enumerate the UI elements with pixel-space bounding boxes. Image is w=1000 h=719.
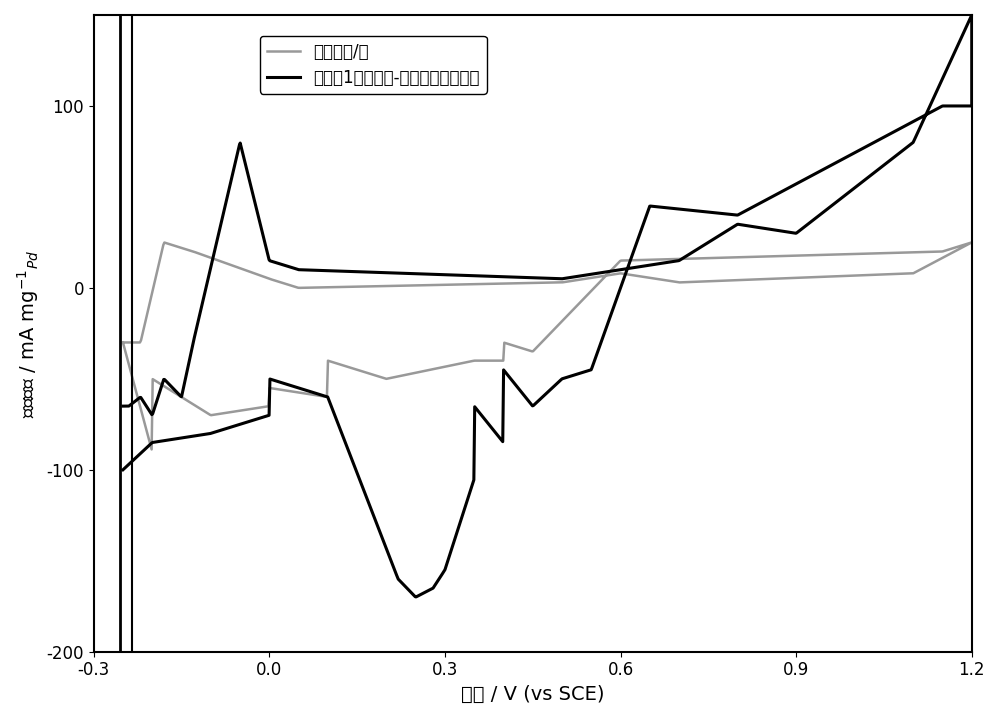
实施例1制备的钔-钔鈎锂纳米催化剂 xyxy=(898,145,910,154)
Line: 实施例1制备的钔-钔鈎锂纳米催化剂: 实施例1制备的钔-钔鈎锂纳米催化剂 xyxy=(123,15,972,597)
商业化钔/碳 xyxy=(644,255,656,264)
实施例1制备的钔-钔鈎锂纳米催化剂 xyxy=(204,268,216,277)
X-axis label: 电位 / V (vs SCE): 电位 / V (vs SCE) xyxy=(461,685,604,704)
商业化钔/碳 xyxy=(966,238,978,247)
实施例1制备的钔-钔鈎锂纳米催化剂 xyxy=(410,592,422,601)
实施例1制备的钔-钔鈎锂纳米催化剂 xyxy=(477,413,489,421)
商业化钔/碳 xyxy=(117,338,129,347)
Legend: 商业化钔/碳, 实施例1制备的钔-钔鈎锂纳米催化剂: 商业化钔/碳, 实施例1制备的钔-钔鈎锂纳米催化剂 xyxy=(260,36,487,93)
实施例1制备的钔-钔鈎锂纳米催化剂 xyxy=(165,435,177,444)
实施例1制备的钔-钔鈎锂纳米催化剂 xyxy=(165,435,177,444)
商业化钔/碳 xyxy=(117,338,129,347)
Line: 商业化钔/碳: 商业化钔/碳 xyxy=(123,242,972,449)
商业化钔/碳 xyxy=(421,281,433,290)
实施例1制备的钔-钔鈎锂纳米催化剂 xyxy=(117,465,129,474)
实施例1制备的钔-钔鈎锂纳米催化剂 xyxy=(943,60,955,69)
Y-axis label: 电流密度 / mA mg$^{-1}$$_{Pd}$: 电流密度 / mA mg$^{-1}$$_{Pd}$ xyxy=(15,249,41,418)
实施例1制备的钔-钔鈎锂纳米催化剂 xyxy=(966,11,978,19)
商业化钔/碳 xyxy=(146,445,158,454)
商业化钔/碳 xyxy=(149,277,161,285)
商业化钔/碳 xyxy=(225,408,237,416)
实施例1制备的钔-钔鈎锂纳米催化剂 xyxy=(117,402,129,411)
商业化钔/碳 xyxy=(946,244,958,253)
商业化钔/碳 xyxy=(885,270,897,278)
